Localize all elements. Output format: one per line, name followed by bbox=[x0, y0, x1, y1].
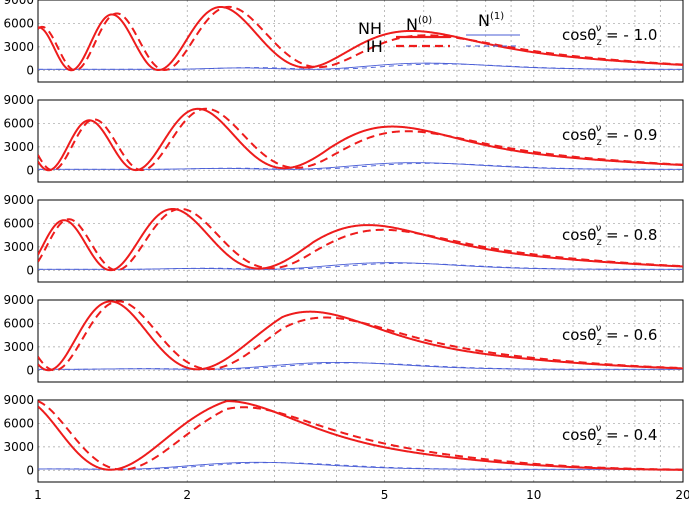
y-tick-label: 0 bbox=[26, 363, 34, 377]
y-tick-label: 3000 bbox=[3, 440, 34, 454]
series-nh-n1 bbox=[38, 162, 683, 170]
series-nh-n1 bbox=[38, 262, 683, 270]
x-tick-label: 10 bbox=[526, 488, 541, 502]
y-tick-label: 0 bbox=[26, 463, 34, 477]
legend-n0-label: N(0) bbox=[406, 15, 432, 34]
panels-group: 9000 6000 3000 0 cosθzν = - 1.0 9000 6000 3000 0… bbox=[3, 0, 684, 483]
y-tick-label: 9000 bbox=[3, 293, 34, 307]
panel-label: cosθzν = - 0.6 bbox=[562, 323, 657, 348]
legend-nh-label: NH bbox=[358, 19, 382, 38]
panel-label: cosθzν = - 0.9 bbox=[562, 123, 657, 148]
series-nh-n1 bbox=[38, 461, 683, 470]
panel-label: cosθzν = - 0.8 bbox=[562, 223, 657, 248]
y-tick-label: 3000 bbox=[3, 340, 34, 354]
y-tick-label: 3000 bbox=[3, 140, 34, 154]
series-nh-n0 bbox=[38, 5, 683, 72]
x-tick-label: 5 bbox=[381, 488, 389, 502]
series-nh-n0 bbox=[38, 300, 683, 372]
x-axis-tick-labels: 1 2 5 10 20 bbox=[34, 488, 689, 502]
y-tick-label: 0 bbox=[26, 63, 34, 77]
panel-5: 9000 6000 3000 0 cosθzν = - 0.4 bbox=[3, 393, 684, 483]
panel-label: cosθzν = - 0.4 bbox=[562, 423, 657, 448]
panel-frame bbox=[37, 0, 684, 83]
y-tick-label: 9000 bbox=[3, 93, 34, 107]
y-tick-label: 6000 bbox=[3, 116, 34, 130]
y-tick-label: 6000 bbox=[3, 16, 34, 30]
y-tick-label: 3000 bbox=[3, 40, 34, 54]
panel-2: 9000 6000 3000 0 cosθzν = - 0.9 bbox=[3, 93, 684, 183]
y-tick-label: 9000 bbox=[3, 0, 34, 7]
y-tick-label: 0 bbox=[26, 263, 34, 277]
series-ih-n1 bbox=[38, 262, 683, 270]
series-ih-n1 bbox=[38, 162, 683, 170]
y-tick-label: 0 bbox=[26, 163, 34, 177]
series-nh-n0 bbox=[38, 207, 683, 272]
y-tick-label: 6000 bbox=[3, 316, 34, 330]
panel-label: cosθzν = - 1.0 bbox=[562, 23, 657, 48]
panel-frame bbox=[37, 299, 684, 383]
y-tick-label: 3000 bbox=[3, 240, 34, 254]
panel-frame bbox=[37, 99, 684, 183]
y-tick-label: 6000 bbox=[3, 216, 34, 230]
y-tick-label: 6000 bbox=[3, 416, 34, 430]
panel-4: 9000 6000 3000 0 cosθzν = - 0.6 bbox=[3, 293, 684, 383]
y-tick-label: 9000 bbox=[3, 193, 34, 207]
panel-1: 9000 6000 3000 0 cosθzν = - 1.0 bbox=[3, 0, 684, 83]
series-nh-n0 bbox=[38, 400, 683, 471]
series-nh-n1 bbox=[38, 62, 683, 70]
legend-ih-label: IH bbox=[366, 37, 383, 56]
legend-n1-label: N(1) bbox=[478, 11, 504, 30]
series-ih-n0 bbox=[38, 107, 683, 172]
series-ih-n0 bbox=[38, 5, 683, 72]
series-ih-n0 bbox=[38, 207, 683, 272]
x-tick-label: 2 bbox=[183, 488, 191, 502]
x-tick-label: 1 bbox=[34, 488, 42, 502]
legend: NH IH N(0) N(1) bbox=[358, 11, 520, 56]
series-nh-n1 bbox=[38, 361, 683, 370]
y-tick-label: 9000 bbox=[3, 393, 34, 407]
panel-frame bbox=[37, 199, 684, 283]
series-nh-n0 bbox=[38, 107, 683, 172]
x-tick-label: 20 bbox=[675, 488, 689, 502]
panel-frame bbox=[37, 399, 684, 483]
panel-3: 9000 6000 3000 0 cosθzν = - 0.8 bbox=[3, 193, 684, 283]
